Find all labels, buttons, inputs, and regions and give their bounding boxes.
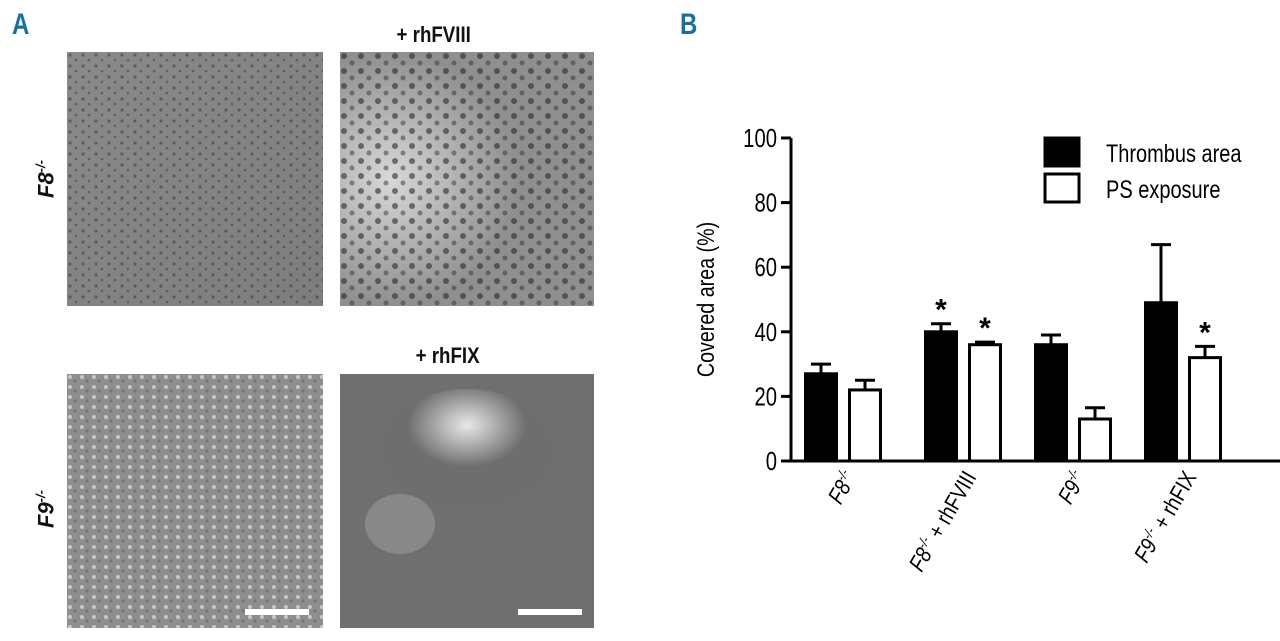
x-tick-label: F8-/- + rhFVIII [902,466,981,576]
y-tick-label: 100 [743,124,777,153]
bar [804,372,838,463]
y-tick-label: 0 [766,447,777,476]
bar [1188,356,1222,463]
bar [1034,343,1068,463]
bar [968,343,1002,463]
scale-bar [245,609,309,615]
bar-chart: 0 20 40 60 80 100 Covered area (%) * * * F8-/- F8-/… [692,124,1280,576]
y-tick-label: 60 [754,253,777,282]
row-label-f8: F8-/- [33,160,59,198]
micrograph-f9-untreated [67,374,323,628]
y-axis-label: Covered area (%) [692,222,719,377]
legend-label: Thrombus area [1106,140,1242,168]
y-tick-label: 20 [754,382,777,411]
column-label-rhfviii: + rhFVIII [396,22,471,47]
legend-swatch [1043,136,1081,168]
y-tick-label: 40 [754,317,777,346]
bar [1144,301,1178,463]
micrograph-f9-rhfix [340,374,594,628]
legend-label: PS exposure [1106,176,1220,204]
bar [1078,417,1112,463]
panel-b-letter: B [680,8,698,41]
bar [924,330,958,463]
scale-bar [518,609,582,615]
legend-swatch [1043,172,1081,204]
y-tick-label: 80 [754,188,777,217]
x-tick-label: F9-/- [1051,466,1091,508]
x-tick-label: F9-/- + rhFIX [1128,466,1202,567]
significance-marker: * [1199,316,1211,349]
row-label-f9: F9-/- [33,490,59,528]
column-label-rhfix: + rhFIX [415,343,480,368]
bar [848,388,882,463]
panel-a-letter: A [12,8,30,41]
x-tick-label: F8-/- [821,466,861,508]
micrograph-f8-untreated [67,52,323,306]
micrograph-f8-rhfviii [340,52,594,306]
significance-marker: * [979,312,991,345]
significance-marker: * [935,294,947,327]
